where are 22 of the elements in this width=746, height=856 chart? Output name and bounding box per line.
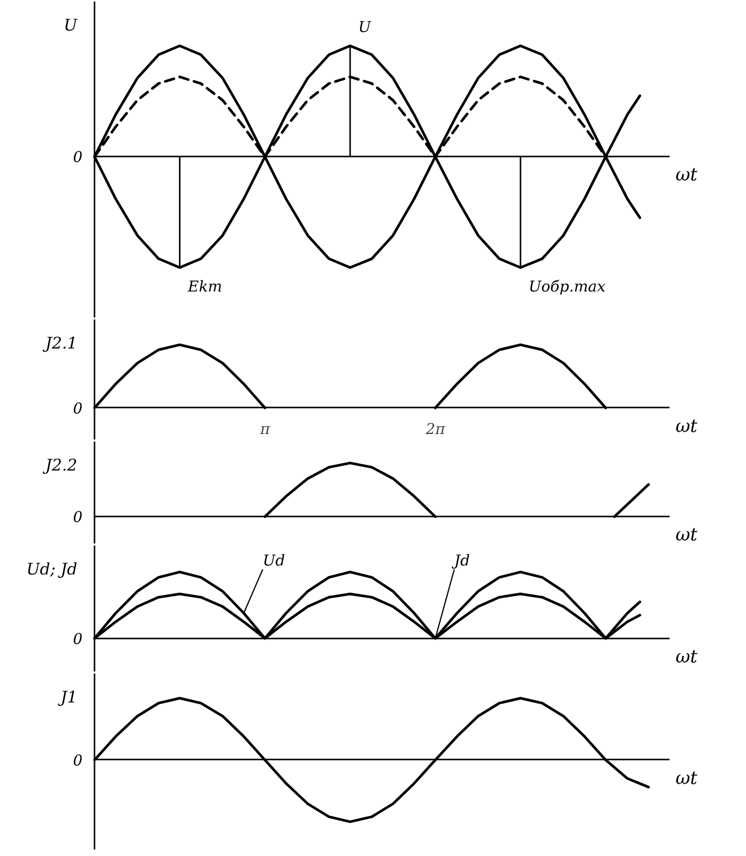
y-axis-title: J2.2 — [42, 456, 78, 474]
text: 0 — [72, 751, 83, 770]
y-axis-title: J2.1 — [42, 334, 78, 352]
text: Ekm — [186, 278, 222, 296]
x-axis-title: ωt — [675, 524, 698, 546]
x-axis-title: ωt — [675, 646, 698, 668]
x-tick-label: 2π — [424, 420, 446, 438]
text: Jd — [451, 551, 470, 570]
y-axis-title: J1 — [58, 688, 78, 706]
text: 0 — [72, 630, 83, 648]
x-tick-label: π — [259, 420, 272, 438]
text: Uобр.max — [528, 278, 606, 296]
x-axis-title: ωt — [675, 768, 698, 789]
x-axis-title: ωt — [675, 164, 698, 186]
text: U — [358, 18, 372, 36]
text: 0 — [72, 148, 83, 166]
text: 0 — [72, 399, 83, 418]
x-axis-title: ωt — [675, 416, 698, 437]
text: 0 — [72, 508, 83, 526]
text: Ud — [262, 551, 285, 570]
y-axis-title: Ud; Jd — [26, 560, 78, 578]
y-axis-title: U — [64, 16, 78, 34]
